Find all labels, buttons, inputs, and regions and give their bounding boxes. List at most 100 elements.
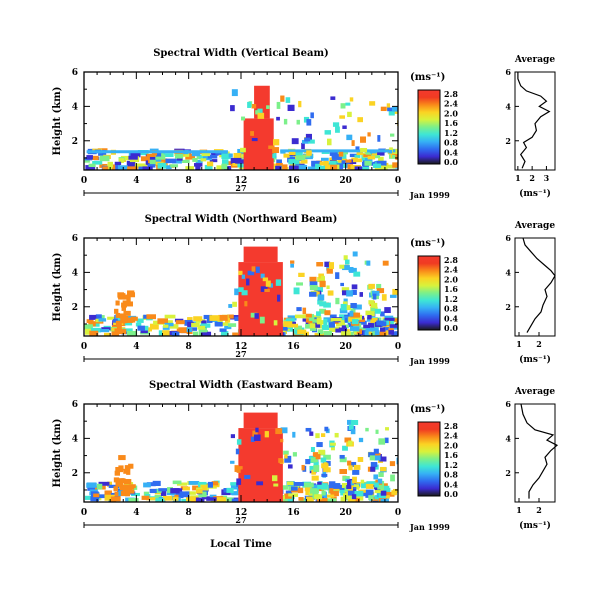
y-axis-label: Height (km)	[52, 87, 63, 156]
heatmap-cell	[311, 457, 317, 463]
heatmap-cell	[351, 140, 355, 146]
heatmap-cell	[136, 318, 144, 323]
avg-y-tick-label: 4	[505, 433, 511, 443]
heatmap-cell	[275, 165, 282, 170]
heatmap-cell	[107, 316, 117, 320]
heatmap-cell	[353, 497, 360, 502]
heatmap-cell	[290, 263, 295, 268]
y-tick-label: 6	[72, 400, 78, 410]
heatmap-cell	[359, 292, 363, 297]
heatmap-cell	[115, 300, 120, 306]
heatmap-cell	[149, 323, 159, 330]
heatmap-cell	[285, 490, 293, 495]
heatmap-cell	[283, 118, 288, 125]
heatmap-cell	[325, 164, 331, 170]
heatmap-cell	[187, 321, 194, 328]
heatmap-cell	[246, 278, 250, 286]
heatmap-cell	[367, 132, 371, 137]
heatmap-cell	[250, 436, 255, 442]
heatmap-cell	[256, 481, 264, 486]
heatmap-cell	[155, 154, 166, 160]
avg-x-tick-label: 3	[544, 173, 550, 183]
heatmap-cell	[397, 481, 398, 487]
heatmap-cell	[368, 283, 375, 289]
heatmap-cell	[323, 454, 331, 460]
heatmap-cell	[342, 265, 350, 271]
heatmap-cell	[324, 261, 331, 267]
panel-title: Spectral Width (Northward Beam)	[145, 214, 338, 225]
heatmap-cell	[288, 493, 294, 497]
heatmap-cell	[343, 305, 352, 311]
heatmap-cell	[377, 484, 384, 490]
heatmap-cell	[227, 323, 237, 327]
heatmap-cell	[236, 439, 242, 445]
avg-y-tick-label: 2	[505, 302, 511, 312]
heatmap-cell	[115, 481, 124, 487]
heatmap-cell	[379, 485, 390, 492]
heatmap-cell	[121, 478, 126, 484]
heatmap-cell	[340, 282, 345, 287]
heatmap-cell	[349, 97, 354, 102]
heatmap-cell	[373, 448, 379, 454]
heatmap-region	[243, 412, 278, 429]
heatmap-cell	[122, 328, 133, 332]
heatmap-cell	[227, 314, 234, 319]
heatmap-cell	[137, 325, 145, 331]
heatmap-cell	[340, 103, 346, 109]
heatmap-cell	[315, 454, 321, 460]
panel-title: Spectral Width (Eastward Beam)	[149, 380, 333, 391]
heatmap-cell	[324, 426, 329, 432]
heatmap-cell	[176, 482, 188, 486]
heatmap-cell	[185, 153, 196, 160]
heatmap-cell	[350, 312, 358, 318]
heatmap-cell	[323, 467, 331, 473]
heatmap-cell	[185, 496, 196, 502]
heatmap-cell	[232, 163, 238, 167]
heatmap-cell	[204, 332, 211, 336]
heatmap-cell	[278, 458, 284, 463]
heatmap-cell	[149, 156, 156, 163]
heatmap-cell	[314, 494, 323, 500]
heatmap-cell	[342, 301, 348, 306]
heatmap-cell	[290, 260, 295, 264]
avg-y-tick-label: 4	[505, 267, 511, 277]
heatmap-cell	[384, 437, 389, 444]
heatmap-cell	[302, 307, 307, 315]
heatmap-cell	[153, 158, 162, 165]
heatmap-cell	[345, 102, 351, 106]
heatmap-cell	[370, 302, 378, 308]
heatmap-cell	[361, 492, 367, 497]
heatmap-cell	[141, 495, 150, 500]
heatmap-cell	[172, 159, 182, 164]
x-tick-label: 16	[287, 342, 300, 352]
avg-y-tick-label: 4	[505, 101, 511, 111]
heatmap-cell	[352, 319, 359, 325]
heatmap-cell	[104, 165, 113, 170]
avg-x-tick-label: 1	[516, 339, 522, 349]
heatmap-cell	[226, 487, 234, 493]
colorbar-tick-label: 1.2	[444, 460, 458, 470]
heatmap-cell	[130, 152, 141, 158]
avg-x-tick-label: 2	[529, 173, 535, 183]
heatmap-cell	[384, 317, 395, 321]
heatmap-cell	[347, 479, 351, 486]
heatmap-cell	[342, 476, 350, 482]
heatmap-cell	[276, 101, 281, 109]
heatmap-cell	[334, 432, 339, 438]
heatmap-cell	[280, 427, 288, 434]
heatmap-data	[84, 85, 398, 170]
heatmap-cell	[301, 464, 305, 471]
heatmap-cell	[188, 480, 200, 485]
x-tick-label: 0	[81, 342, 87, 352]
y-tick-label: 2	[72, 137, 78, 147]
heatmap-cell	[160, 158, 168, 165]
heatmap-cell	[348, 316, 355, 322]
heatmap-cell	[309, 276, 317, 282]
heatmap-cell	[169, 324, 179, 329]
heatmap-cell	[347, 111, 352, 118]
heatmap-cell	[231, 491, 239, 496]
heatmap-cell	[323, 318, 328, 326]
colorbar-tick-label: 0.0	[444, 323, 458, 333]
heatmap-cell	[92, 160, 103, 165]
